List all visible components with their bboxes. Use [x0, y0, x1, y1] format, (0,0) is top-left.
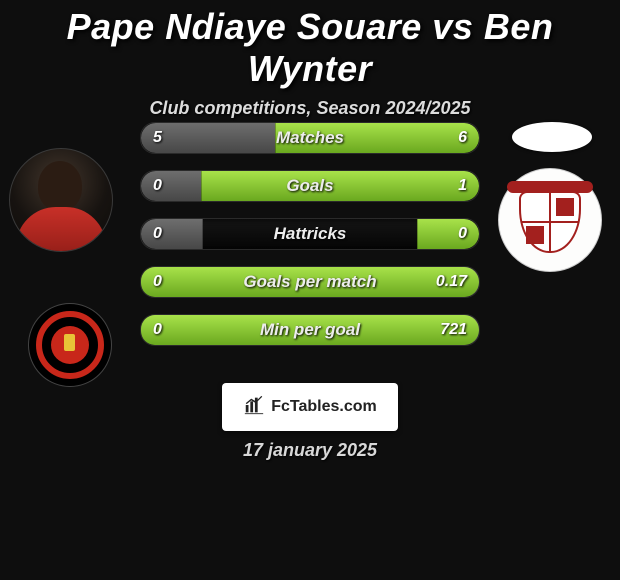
- chart-icon: [243, 394, 265, 421]
- stat-value-right: 1: [458, 171, 467, 201]
- page-title: Pape Ndiaye Souare vs Ben Wynter: [0, 0, 620, 90]
- comparison-card: Pape Ndiaye Souare vs Ben Wynter Club co…: [0, 0, 620, 580]
- stat-label: Goals: [141, 171, 479, 201]
- stat-value-left: 0: [153, 219, 162, 249]
- stat-value-right: 0: [458, 219, 467, 249]
- stat-row: Goals per match0 0.17: [140, 266, 480, 298]
- stat-value-left: 0: [153, 315, 162, 345]
- stat-value-left: 0: [153, 267, 162, 297]
- stat-value-left: 0: [153, 171, 162, 201]
- stat-value-right: 721: [440, 315, 467, 345]
- stat-row: Min per goal0 721: [140, 314, 480, 346]
- stat-value-right: 0.17: [436, 267, 467, 297]
- club-left-crest: [28, 303, 112, 387]
- brand-label: FcTables.com: [271, 398, 377, 416]
- stat-label: Hattricks: [141, 219, 479, 249]
- brand-footer: FcTables.com: [222, 383, 398, 431]
- stat-label: Goals per match: [141, 267, 479, 297]
- stat-value-right: 6: [458, 123, 467, 153]
- player-right-avatar: [512, 122, 592, 152]
- stat-row: Hattricks0 0: [140, 218, 480, 250]
- stats-bars: Matches56Goals01Hattricks00Goals per mat…: [140, 122, 480, 362]
- club-right-crest: [498, 168, 602, 272]
- generated-date: 17 january 2025: [0, 440, 620, 461]
- stat-label: Min per goal: [141, 315, 479, 345]
- stat-row: Goals0 1: [140, 170, 480, 202]
- stat-label: Matches: [141, 123, 479, 153]
- stat-value-left: 5: [153, 123, 162, 153]
- stat-row: Matches5 6: [140, 122, 480, 154]
- page-subtitle: Club competitions, Season 2024/2025: [0, 98, 620, 119]
- player-left-avatar: [9, 148, 113, 252]
